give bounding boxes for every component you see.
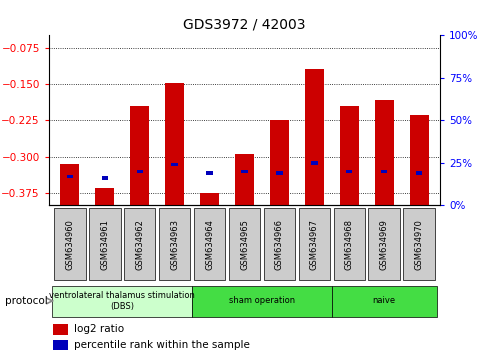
FancyBboxPatch shape (403, 209, 434, 280)
Text: GSM634963: GSM634963 (170, 219, 179, 270)
FancyBboxPatch shape (192, 286, 331, 317)
Text: GSM634961: GSM634961 (100, 219, 109, 270)
Bar (415, 171, 422, 175)
Text: log2 ratio: log2 ratio (74, 324, 124, 334)
Bar (269, 120, 288, 205)
Bar (165, 83, 184, 205)
Bar (409, 115, 428, 205)
Text: GSM634970: GSM634970 (414, 219, 423, 270)
Bar (206, 171, 212, 175)
FancyBboxPatch shape (263, 209, 295, 280)
FancyBboxPatch shape (52, 286, 192, 317)
Text: GSM634962: GSM634962 (135, 219, 144, 270)
Text: GSM634966: GSM634966 (274, 219, 284, 270)
Text: sham operation: sham operation (228, 296, 294, 306)
Bar (339, 106, 358, 205)
Text: GSM634967: GSM634967 (309, 219, 318, 270)
Bar (374, 100, 393, 205)
Bar (60, 164, 80, 205)
Bar (53, 340, 68, 350)
Bar (234, 154, 254, 205)
Bar (171, 163, 178, 166)
Text: GSM634969: GSM634969 (379, 219, 388, 270)
FancyBboxPatch shape (228, 209, 260, 280)
Text: GSM634965: GSM634965 (240, 219, 248, 270)
Bar (346, 170, 352, 173)
Text: GSM634960: GSM634960 (65, 219, 74, 270)
Text: naive: naive (372, 296, 395, 306)
FancyBboxPatch shape (159, 209, 190, 280)
Bar (136, 170, 142, 173)
Text: GSM634964: GSM634964 (204, 219, 214, 270)
FancyBboxPatch shape (368, 209, 399, 280)
Bar (102, 176, 108, 180)
Text: protocol: protocol (5, 296, 47, 306)
FancyBboxPatch shape (193, 209, 225, 280)
Bar (66, 175, 73, 178)
Bar (310, 161, 317, 165)
Bar (276, 171, 282, 175)
FancyBboxPatch shape (124, 209, 155, 280)
Bar (304, 69, 323, 205)
FancyBboxPatch shape (333, 209, 364, 280)
Bar (130, 106, 149, 205)
Text: percentile rank within the sample: percentile rank within the sample (74, 340, 250, 350)
Bar (241, 170, 247, 173)
Bar (200, 193, 219, 205)
FancyBboxPatch shape (89, 209, 120, 280)
Title: GDS3972 / 42003: GDS3972 / 42003 (183, 17, 305, 32)
FancyBboxPatch shape (331, 286, 436, 317)
Text: ventrolateral thalamus stimulation
(DBS): ventrolateral thalamus stimulation (DBS) (49, 291, 195, 310)
FancyBboxPatch shape (54, 209, 85, 280)
Bar (53, 324, 68, 335)
Text: GSM634968: GSM634968 (344, 219, 353, 270)
Bar (95, 188, 114, 205)
Bar (380, 170, 386, 173)
FancyBboxPatch shape (298, 209, 329, 280)
